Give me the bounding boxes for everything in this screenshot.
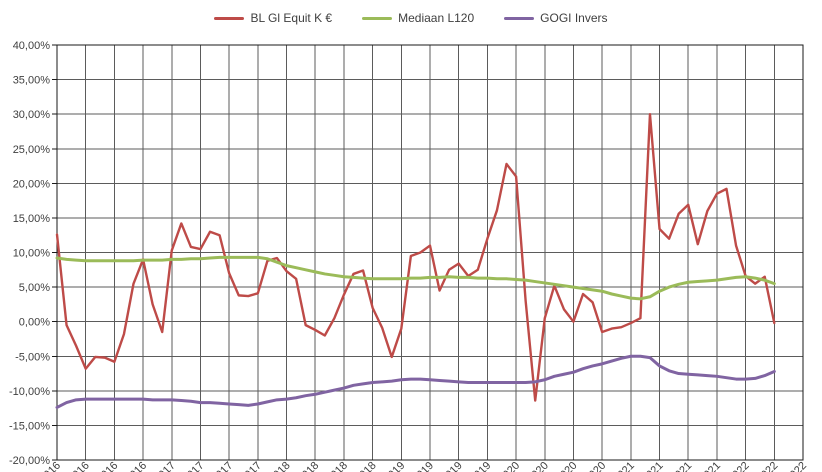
legend-label: Mediaan L120 bbox=[398, 11, 475, 25]
legend-label: BL Gl Equit K € bbox=[250, 11, 333, 25]
y-axis-tick-label: 5,00% bbox=[19, 282, 50, 294]
plot-border bbox=[56, 44, 804, 461]
legend-swatch-purple-line bbox=[504, 16, 535, 20]
y-axis-tick-label: 25,00% bbox=[13, 144, 51, 156]
legend-item-mediaan-l120: Mediaan L120 bbox=[362, 11, 474, 25]
legend-swatch-red-line bbox=[214, 16, 245, 20]
series-line-bl-gl-equit bbox=[55, 112, 776, 402]
y-axis-tick-label: 10,00% bbox=[13, 248, 51, 260]
series-line-gogi-invers bbox=[55, 354, 776, 409]
y-axis-tick-label: 15,00% bbox=[13, 213, 51, 225]
legend-item-gogi-invers: GOGI Invers bbox=[504, 11, 608, 25]
y-axis-tick-label: -15,00% bbox=[9, 420, 50, 432]
legend-swatch-green-line bbox=[362, 16, 393, 20]
y-axis-tick-label: 35,00% bbox=[13, 75, 51, 87]
y-axis-tick-label: 30,00% bbox=[13, 109, 51, 121]
y-axis-tick-label: 20,00% bbox=[13, 178, 51, 190]
y-axis-tick-label: -5,00% bbox=[15, 351, 50, 363]
chart-legend: BL Gl Equit K € Mediaan L120 GOGI Invers bbox=[0, 11, 822, 25]
y-axis-tick-label: -20,00% bbox=[9, 455, 50, 467]
y-axis-tick-label: 0,00% bbox=[19, 317, 50, 329]
y-axis-tick-label: 40,00% bbox=[13, 40, 51, 52]
series-line-mediaan-l120 bbox=[55, 255, 776, 301]
y-axis-tick-label: -10,00% bbox=[9, 386, 50, 398]
legend-item-bl-gl-equit: BL Gl Equit K € bbox=[214, 11, 332, 25]
legend-label: GOGI Invers bbox=[540, 11, 608, 25]
